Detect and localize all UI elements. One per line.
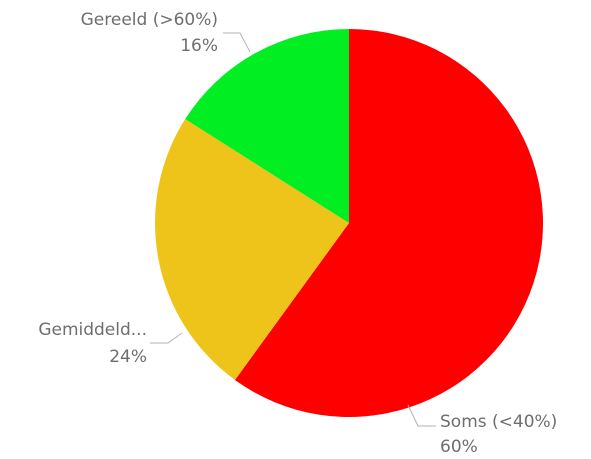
slice-name-gemiddeld: Gemiddeld...	[38, 320, 147, 340]
pie-slice-2[interactable]	[185, 29, 349, 223]
leader-line-gereeld	[223, 32, 251, 53]
leader-line-soms	[407, 404, 436, 427]
slice-label-gemiddeld: Gemiddeld... 24%	[38, 320, 183, 367]
leader-line-gemiddeld	[150, 332, 183, 344]
slice-percent-gereeld: 16%	[180, 36, 218, 56]
pie-slice-0[interactable]	[234, 29, 543, 418]
slice-name-gereeld: Gereeld (>60%)	[81, 10, 218, 30]
slice-label-gereeld: Gereeld (>60%) 16%	[81, 10, 251, 56]
slice-percent-soms: 60%	[440, 437, 478, 457]
pie-slice-1[interactable]	[154, 119, 349, 380]
slice-name-soms: Soms (<40%)	[440, 412, 557, 432]
slice-percent-gemiddeld: 24%	[109, 347, 147, 367]
slice-label-soms: Soms (<40%) 60%	[407, 404, 557, 457]
pie-slices	[154, 29, 543, 418]
